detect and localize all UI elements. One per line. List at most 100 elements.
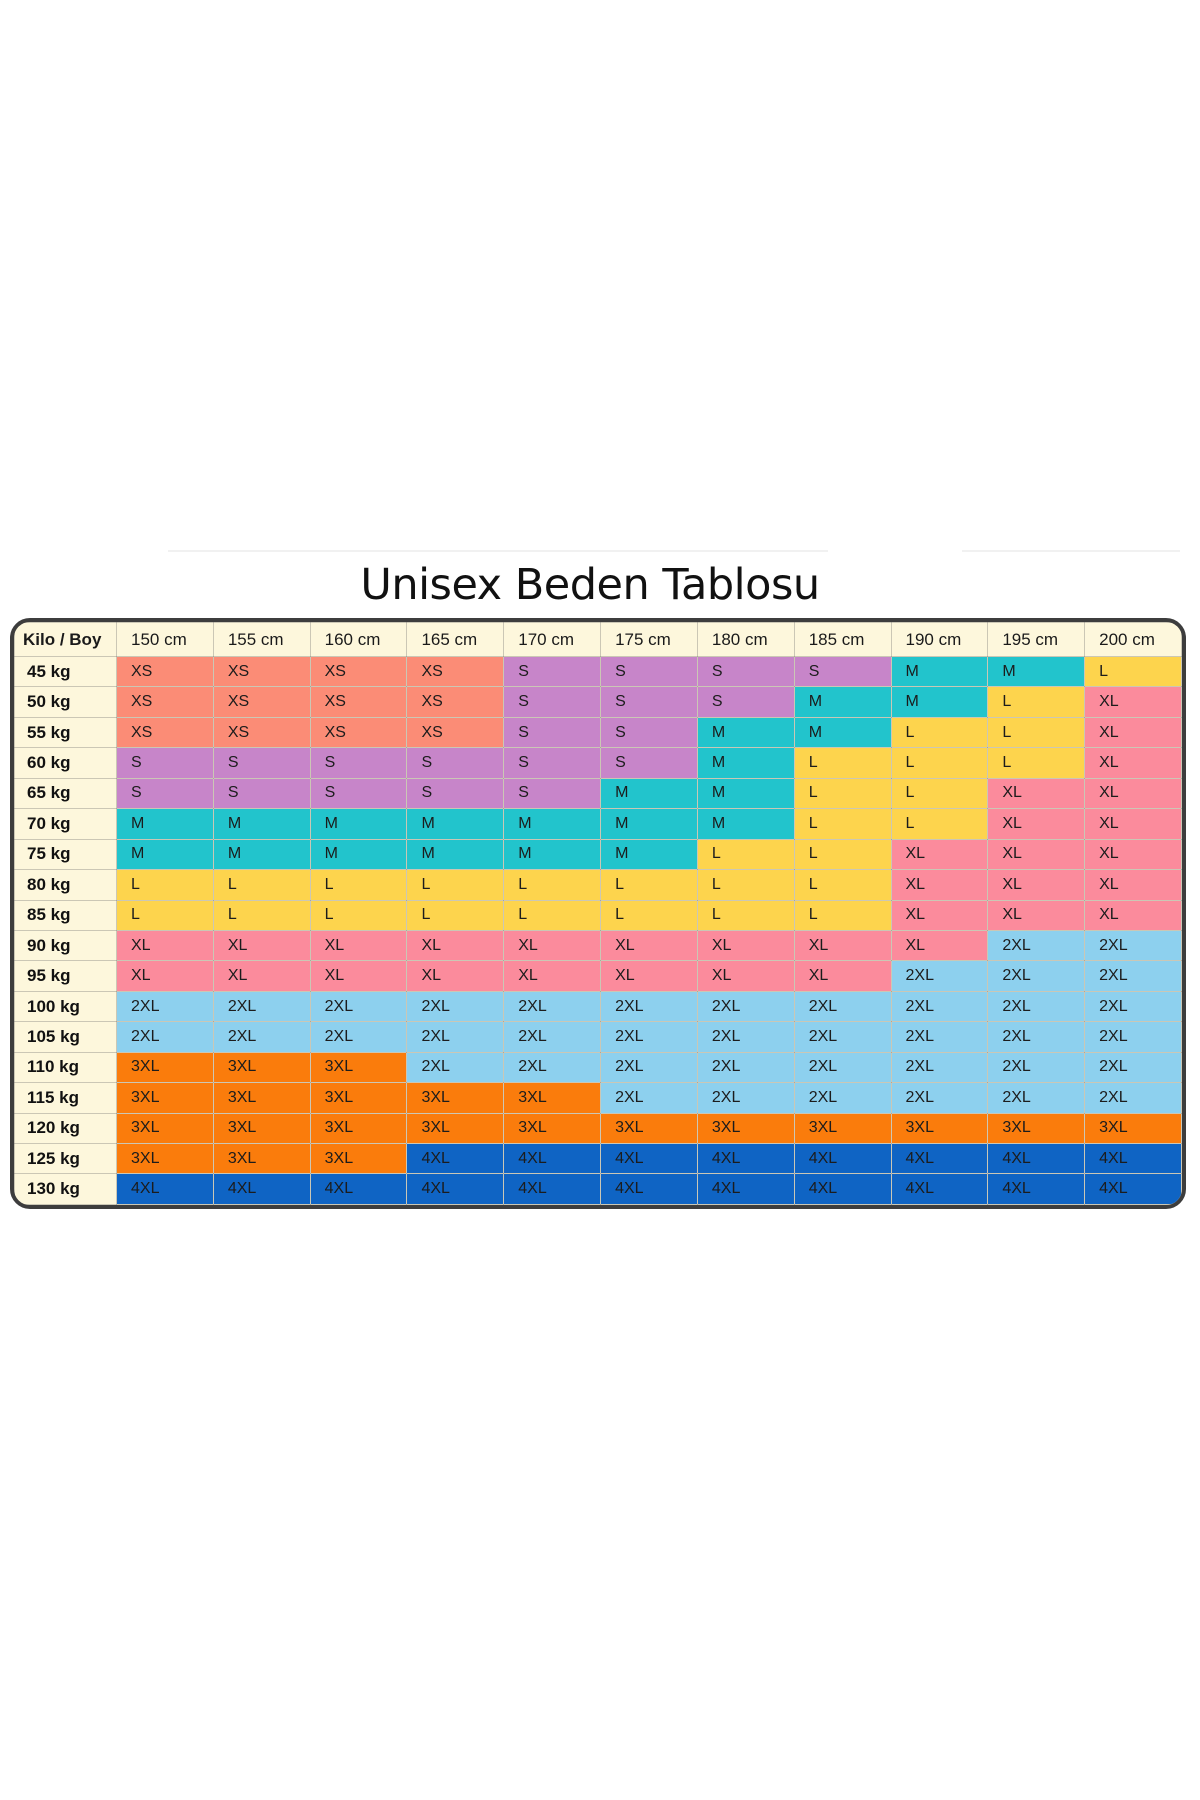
row-header: 95 kg (14, 960, 117, 992)
size-cell: 3XL (406, 1112, 505, 1145)
size-cell: S (503, 716, 602, 749)
size-cell: L (793, 869, 892, 901)
size-cell: 3XL (212, 1082, 311, 1114)
size-cell: L (696, 899, 795, 931)
size-cell: M (890, 655, 989, 688)
size-cell: XL (212, 929, 311, 962)
size-cell: 2XL (503, 990, 602, 1023)
table-row: 120 kg 3XL 3XL 3XL 3XL 3XL 3XL 3XL 3XL 3XL 3XL 3XL (14, 1112, 1182, 1145)
size-cell: L (503, 869, 602, 901)
size-cell: XL (890, 869, 989, 901)
size-cell: 2XL (793, 990, 892, 1023)
size-cell: 2XL (212, 1021, 311, 1053)
size-cell: 2XL (987, 1051, 1086, 1084)
size-cell: XL (696, 929, 795, 962)
size-cell: L (212, 869, 311, 901)
size-cell: 3XL (503, 1112, 602, 1145)
size-cell: XL (1084, 777, 1182, 810)
size-cell: M (696, 808, 795, 840)
size-cell: 4XL (503, 1142, 602, 1175)
size-cell: L (309, 899, 408, 931)
row-header: 60 kg (14, 747, 117, 779)
size-cell: XL (309, 929, 408, 962)
size-cell: 4XL (1084, 1142, 1182, 1175)
size-cell: 2XL (696, 1051, 795, 1084)
size-cell: XL (600, 929, 698, 962)
size-cell: XL (406, 960, 505, 992)
size-cell: 2XL (503, 1021, 602, 1053)
table-row: 105 kg 2XL 2XL 2XL 2XL 2XL 2XL 2XL 2XL 2XL 2XL 2XL (14, 1021, 1182, 1053)
size-cell: 4XL (600, 1173, 698, 1205)
size-cell: S (116, 777, 214, 810)
size-cell: 2XL (600, 990, 698, 1023)
size-cell: L (696, 869, 795, 901)
column-header: 155 cm (212, 622, 311, 657)
size-cell: S (600, 655, 698, 688)
size-cell: XL (1084, 869, 1182, 901)
size-cell: L (987, 716, 1086, 749)
size-cell: M (696, 777, 795, 810)
size-cell: 3XL (116, 1051, 214, 1084)
column-header: 185 cm (793, 622, 892, 657)
size-cell: M (309, 808, 408, 840)
size-cell: 2XL (890, 1021, 989, 1053)
size-cell: 2XL (987, 929, 1086, 962)
size-cell: 2XL (890, 990, 989, 1023)
size-cell: 3XL (406, 1082, 505, 1114)
size-cell: XL (890, 899, 989, 931)
size-cell: 2XL (987, 960, 1086, 992)
size-cell: 2XL (1084, 990, 1182, 1023)
size-cell: 2XL (890, 1051, 989, 1084)
size-cell: L (987, 747, 1086, 779)
column-header: 190 cm (890, 622, 989, 657)
size-cell: 3XL (1084, 1112, 1182, 1145)
size-cell: 2XL (987, 1021, 1086, 1053)
size-cell: 2XL (696, 1082, 795, 1114)
size-cell: 4XL (406, 1142, 505, 1175)
size-cell: S (696, 655, 795, 688)
corner-label: Kilo / Boy (14, 622, 117, 657)
size-cell: L (793, 838, 892, 871)
size-cell: 2XL (212, 990, 311, 1023)
size-cell: 4XL (1084, 1173, 1182, 1205)
size-cell: S (406, 747, 505, 779)
size-cell: 2XL (116, 990, 214, 1023)
size-cell: 3XL (309, 1051, 408, 1084)
size-cell: XL (987, 777, 1086, 810)
table-row: 110 kg 3XL 3XL 3XL 2XL 2XL 2XL 2XL 2XL 2XL 2XL 2XL (14, 1051, 1182, 1084)
size-cell: S (503, 777, 602, 810)
size-cell: 2XL (600, 1051, 698, 1084)
size-cell: M (212, 838, 311, 871)
size-cell: 4XL (503, 1173, 602, 1205)
size-cell: 2XL (696, 990, 795, 1023)
size-cell: S (503, 655, 602, 688)
table-row: 115 kg 3XL 3XL 3XL 3XL 3XL 2XL 2XL 2XL 2XL 2XL 2XL (14, 1082, 1182, 1114)
size-cell: 3XL (116, 1082, 214, 1114)
top-divider-right (962, 550, 1180, 552)
size-cell: L (406, 869, 505, 901)
size-cell: S (600, 716, 698, 749)
table-row: 100 kg 2XL 2XL 2XL 2XL 2XL 2XL 2XL 2XL 2XL 2XL 2XL (14, 990, 1182, 1023)
size-cell: XS (212, 716, 311, 749)
size-cell: 2XL (600, 1021, 698, 1053)
size-cell: XS (116, 686, 214, 718)
size-cell: L (600, 899, 698, 931)
size-cell: L (116, 899, 214, 931)
size-cell: 3XL (309, 1142, 408, 1175)
size-cell: 3XL (696, 1112, 795, 1145)
row-header: 70 kg (14, 808, 117, 840)
size-cell: XL (503, 929, 602, 962)
size-table: Kilo / Boy 150 cm 155 cm 160 cm 165 cm 170 c… (14, 622, 1182, 1205)
size-cell: XS (309, 686, 408, 718)
size-cell: 3XL (987, 1112, 1086, 1145)
size-cell: 2XL (406, 1021, 505, 1053)
size-cell: 2XL (503, 1051, 602, 1084)
size-cell: 2XL (406, 1051, 505, 1084)
size-cell: 4XL (116, 1173, 214, 1205)
size-cell: M (696, 716, 795, 749)
size-cell: 4XL (793, 1142, 892, 1175)
size-cell: 3XL (600, 1112, 698, 1145)
header-row: Kilo / Boy 150 cm 155 cm 160 cm 165 cm 170 c… (14, 622, 1182, 657)
size-cell: M (600, 777, 698, 810)
size-cell: XL (212, 960, 311, 992)
